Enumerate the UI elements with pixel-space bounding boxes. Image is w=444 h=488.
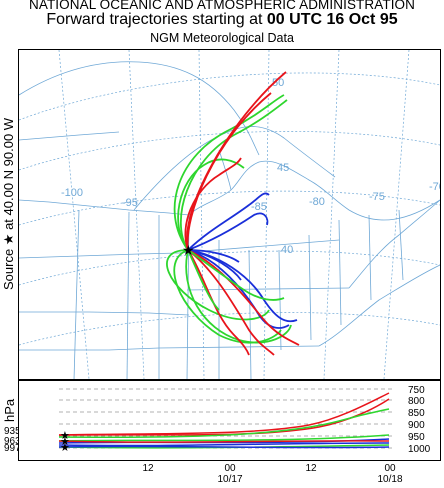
trajectory-line <box>173 249 282 344</box>
trajectory-paths <box>166 71 300 356</box>
time-tick-hour: 12 <box>305 463 317 474</box>
start-star-icon: ★ <box>60 430 70 442</box>
lon-label: -70 <box>429 181 440 193</box>
trajectory-line <box>187 249 285 301</box>
trajectory-line <box>58 398 390 436</box>
trajectory-line <box>184 157 242 251</box>
trajectory-line <box>58 392 390 436</box>
lat-label: 45 <box>277 162 289 174</box>
trajectory-map: -100 -95 -85 -80 -75 -70 50 45 40 ★ <box>18 49 441 380</box>
pressure-gridlines <box>59 388 394 449</box>
pressure-level: 750 <box>408 385 425 396</box>
time-tick-hour: 00 <box>224 463 236 474</box>
lon-label: -100 <box>61 187 83 199</box>
dataset-label: NGM Meteorological Data <box>150 31 294 45</box>
trajectory-line <box>58 442 390 447</box>
trajectory-line <box>187 249 220 311</box>
start-level: 997 <box>4 443 21 454</box>
trajectory-line <box>187 192 270 251</box>
trajectory-line <box>58 408 390 439</box>
trajectory-line <box>173 94 285 251</box>
vertical-profile-panel: 750 800 850 900 950 1000 ★ ★ ★ <box>18 380 441 461</box>
source-location-label: Source ★ at 40.00 N 90.00 W <box>1 117 16 290</box>
time-tick-hour: 12 <box>142 463 154 474</box>
pressure-level: 800 <box>408 396 425 407</box>
start-star-icons: ★ ★ ★ <box>60 430 70 454</box>
trajectory-line <box>187 249 300 346</box>
trajectory-line <box>166 249 270 321</box>
trajectory-line <box>58 440 390 443</box>
trajectory-title: Forward trajectories starting at 00 UTC … <box>0 11 444 29</box>
lat-label: 50 <box>272 77 284 89</box>
time-tick-hour: 00 <box>384 463 396 474</box>
trajectory-line <box>187 249 240 263</box>
trajectory-line <box>180 99 288 251</box>
grid-labels: -100 -95 -85 -80 -75 -70 50 45 40 <box>61 77 440 256</box>
source-star-icon: ★ <box>182 242 195 258</box>
political-boundaries <box>19 61 440 379</box>
lon-label: -75 <box>369 191 385 203</box>
profile-canvas: 750 800 850 900 950 1000 ★ ★ ★ <box>58 385 431 455</box>
title-time: 00 UTC 16 Oct 95 <box>266 11 398 28</box>
profile-paths <box>58 392 390 449</box>
start-level: 935 <box>4 426 21 437</box>
pressure-axis-label: hPa <box>2 398 17 422</box>
trajectory-line <box>58 445 390 449</box>
trajectory-line <box>186 92 272 251</box>
pressure-level: 900 <box>408 420 425 431</box>
title-prefix: Forward trajectories starting at <box>46 11 267 28</box>
lon-label: -80 <box>309 196 325 208</box>
start-level: 963 <box>4 436 21 447</box>
trajectory-line <box>187 212 269 251</box>
time-tick: 12 <box>128 463 168 474</box>
map-canvas: -100 -95 -85 -80 -75 -70 50 45 40 ★ <box>19 50 440 379</box>
pressure-level-labels: 750 800 850 900 950 1000 <box>408 385 431 455</box>
agency-title: NATIONAL OCEANIC AND ATMOSPHERIC ADMINIS… <box>29 0 415 12</box>
lon-label: -95 <box>122 197 138 209</box>
trajectory-line <box>58 434 390 442</box>
trajectory-line <box>185 249 292 344</box>
trajectory-line <box>187 249 275 356</box>
time-tick: 12 <box>291 463 331 474</box>
time-tick-date: 10/18 <box>377 474 403 485</box>
time-tick: 00 10/17 <box>210 463 250 485</box>
trajectory-line <box>187 249 298 323</box>
start-star-icon: ★ <box>60 442 70 454</box>
pressure-level: 850 <box>408 408 425 419</box>
trajectory-line <box>187 249 250 356</box>
trajectory-line <box>177 158 245 251</box>
time-tick: 00 10/18 <box>370 463 410 485</box>
lat-lon-grid <box>19 50 440 379</box>
time-tick-date: 10/17 <box>217 474 243 485</box>
lon-label: -85 <box>251 201 267 213</box>
lat-label: 40 <box>281 244 293 256</box>
pressure-level: 1000 <box>408 444 431 455</box>
pressure-level: 950 <box>408 432 425 443</box>
start-star-icon: ★ <box>60 436 70 448</box>
